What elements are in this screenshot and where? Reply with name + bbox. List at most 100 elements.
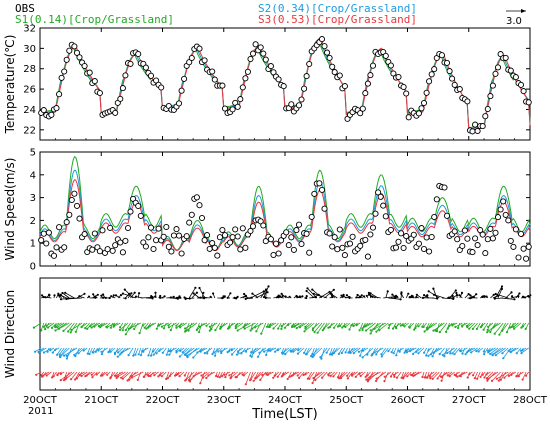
s1-wind-vector-head [50,326,54,329]
obs-temperature-point [423,89,430,96]
s1-wind-vector [75,322,80,332]
obs-wind-speed-point [91,230,98,237]
s1-wind-vector-head [109,326,112,329]
s1-wind-vector-head [291,324,294,327]
s1-wind-vector [128,322,141,330]
s3-wind-vector [441,371,445,381]
s2-wind-vector-head [487,351,490,354]
obs-wind-speed-point [50,252,58,259]
obs-wind-vector [260,289,267,299]
obs-temperature-point [494,64,502,71]
s1-wind-vector-head [234,327,237,330]
s2-wind-vector-head [141,350,144,353]
obs-temperature-point [295,102,303,109]
s1-wind-vector [209,322,213,331]
s1-wind-vector [305,322,312,329]
obs-wind-vector [433,294,445,299]
obs-wind-vector-head [513,298,516,301]
s2-wind-vector-head [263,350,266,353]
s2-wind-vector [213,347,221,353]
s2-wind-vector-head [328,353,332,356]
s2-wind-vector-head [432,351,435,354]
s2-wind-vector [433,347,443,354]
s3-wind-vector-head [276,375,279,378]
s2-wind-vector [185,347,193,355]
s1-wind-vector-head [399,324,402,327]
obs-wind-vector-head [458,294,461,297]
obs-wind-vector [409,296,417,299]
s3-wind-vector [229,371,236,376]
obs-wind-vector [252,293,259,299]
s3-wind-vector [432,371,440,380]
s1-wind-vector-head [461,324,464,327]
s1-wind-vector-head [243,327,246,330]
s2-wind-vector [200,347,208,352]
temperature-tick-label: 24 [23,105,36,116]
obs-wind-vector-head [400,292,403,295]
s2-wind-vector [483,347,489,355]
wind-speed-tick-label: 2 [30,216,36,227]
obs-temperature-point [229,106,236,113]
obs-wind-vector-head [276,295,279,298]
s1-wind-vector [395,322,402,328]
s1-wind-vector-head [99,326,102,329]
s1-wind-vector [252,322,259,329]
x-tick-label: 20OCT [23,395,58,406]
temperature-ylabel: Temperature(℃) [3,35,17,135]
s3-wind-vector-head [228,374,231,377]
s1-wind-vector [228,322,236,328]
s1-wind-vector [427,322,438,330]
s3-wind-vector-head [286,377,289,381]
s3-wind-vector [281,371,290,377]
s1-wind-vector-head [208,329,211,332]
s1-wind-vector-head [501,329,504,332]
obs-wind-speed-point [461,227,468,234]
s1-wind-vector-head [162,327,165,330]
obs-temperature-point [359,105,366,112]
s1-wind-vector-head [62,329,65,332]
s3-wind-vector-head [375,377,378,380]
obs-wind-vector-head [485,295,488,298]
s2-wind-vector [502,347,512,359]
obs-temperature-point [247,55,254,63]
obs-temperature-point [318,36,326,43]
obs-wind-speed-point [500,198,507,205]
s2-wind-vector-head [139,354,143,357]
s1-wind-vector [304,322,315,332]
s3-wind-vector [60,371,73,381]
obs-wind-speed-point [426,248,433,255]
s3-wind-vector-head [128,378,131,381]
s2-wind-vector [359,347,364,356]
s1-wind-vector [210,322,216,330]
obs-wind-speed-point [173,226,180,233]
s2-wind-vector-head [449,352,452,355]
s3-wind-vector-head [366,374,369,377]
obs-temperature-point [418,105,425,112]
s3-wind-vector-head [80,374,83,378]
s1-wind-vector-head [457,326,460,330]
s2-wind-vector-head [155,352,158,355]
s2-wind-vector-head [284,353,287,356]
obs-temperature-point [122,72,129,79]
obs-temperature-point [237,96,244,103]
s3-wind-vector-head [327,373,330,376]
s1-wind-vector [176,322,185,329]
s2-wind-vector-head [483,353,486,356]
s2-wind-vector [63,347,78,356]
obs-wind-vector [191,292,198,299]
obs-wind-speed-point [147,224,155,231]
s2-wind-vector [492,347,501,355]
s2-wind-vector [170,347,177,352]
obs-wind-vector-head [518,292,521,295]
obs-temperature-point [456,86,463,93]
s1-wind-vector-head [358,329,361,332]
s3-wind-vector-head [184,379,187,382]
obs-wind-speed-point [492,229,499,236]
s1-wind-vector-head [141,324,144,327]
s2-wind-vector-head [312,354,315,357]
s2-wind-vector-head [427,354,430,357]
obs-wind-vector [497,288,503,299]
s2-wind-vector [197,347,205,353]
s1-wind-vector [374,322,386,330]
s3-wind-vector [167,371,175,379]
